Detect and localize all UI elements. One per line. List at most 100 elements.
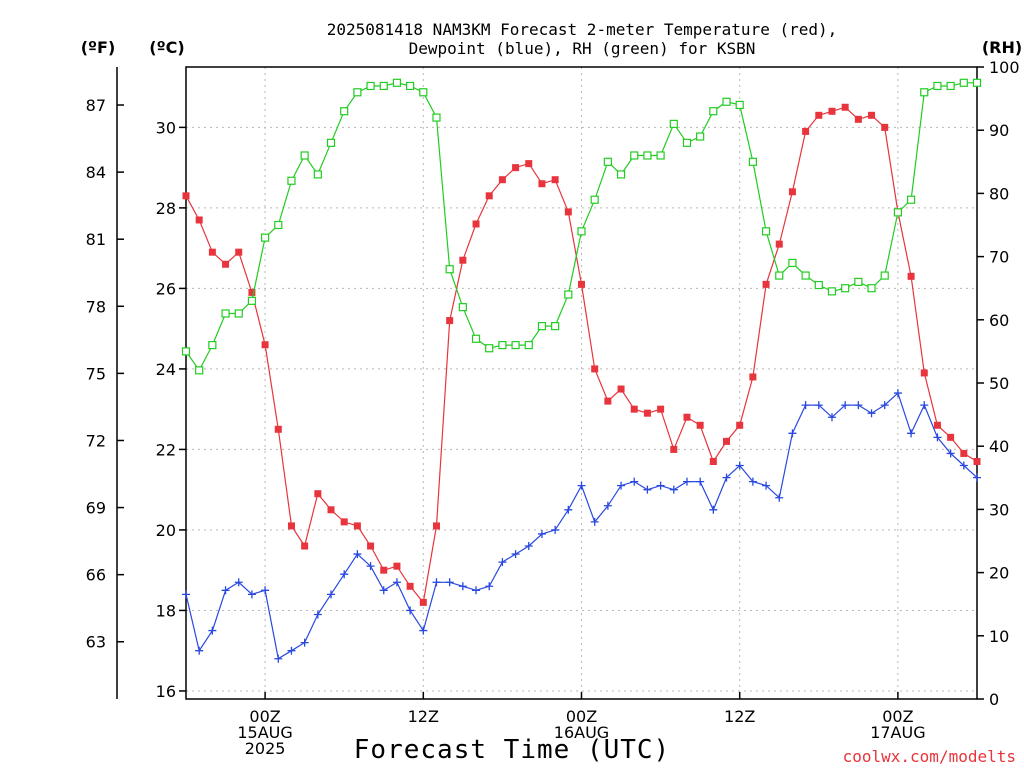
dewpoint-point [617, 481, 626, 490]
temperature-point [551, 176, 559, 184]
dewpoint-point [880, 401, 889, 410]
dewpoint-point [300, 638, 309, 647]
rh-tick-label: 0 [989, 690, 999, 709]
rh-point [392, 78, 402, 87]
rh-point [353, 88, 362, 97]
temperature-point [274, 425, 282, 433]
temperature-point [393, 562, 401, 570]
rh-point [340, 107, 349, 116]
celsius-tick-label: 26 [156, 279, 176, 298]
dewpoint-point [722, 473, 731, 482]
rh-tick-label: 100 [989, 58, 1020, 77]
rh-point [880, 271, 889, 280]
rh-point [867, 284, 876, 293]
x-tick-label: 15AUG [237, 723, 292, 742]
temperature-point [815, 111, 823, 119]
temperature-point [208, 248, 216, 256]
temperature-point [723, 437, 731, 445]
celsius-tick-label: 30 [156, 118, 176, 137]
chart-title-line2: Dewpoint (blue), RH (green) for KSBN [409, 39, 756, 58]
dewpoint-point [735, 461, 744, 470]
temperature-point [419, 598, 427, 606]
temperature-point [538, 180, 546, 188]
dewpoint-point [946, 449, 955, 458]
dewpoint-point [208, 626, 217, 635]
dewpoint-point [419, 626, 428, 635]
rh-point [775, 271, 784, 280]
dewpoint-point [973, 473, 981, 482]
dewpoint-point [801, 401, 810, 410]
temperature-point [881, 123, 889, 131]
temperature-point [630, 405, 638, 413]
rh-point [920, 88, 929, 97]
temperature-point [868, 111, 876, 119]
dewpoint-point [933, 433, 942, 442]
rh-tick-label: 10 [989, 627, 1009, 646]
dewpoint-point [564, 505, 573, 514]
dewpoint-point [551, 525, 560, 534]
rh-unit-label: (RH) [982, 38, 1022, 57]
dewpoint-point [458, 582, 467, 591]
dewpoint-point [656, 481, 665, 490]
dewpoint-point [959, 461, 968, 470]
rh-point [208, 340, 217, 350]
celsius-tick-label: 22 [156, 440, 176, 459]
dewpoint-point [313, 610, 322, 619]
temperature-point [235, 248, 243, 256]
series-dewpoint [182, 389, 981, 663]
temperature-point [973, 457, 981, 465]
rh-point [972, 78, 982, 87]
rh-point [735, 100, 744, 110]
series-layer [181, 78, 982, 663]
dewpoint-point [445, 578, 454, 587]
rh-point [682, 138, 692, 147]
rh-point [300, 151, 309, 160]
dewpoint-point [221, 586, 230, 595]
dewpoint-point [392, 578, 401, 587]
temperature-point [683, 413, 691, 421]
fahrenheit-tick-label: 87 [86, 96, 106, 115]
dewpoint-line [185, 392, 978, 660]
rh-point [458, 303, 467, 312]
rh-tick-label: 30 [989, 500, 1009, 519]
rh-point [590, 195, 599, 204]
rh-point [603, 157, 612, 166]
temperature-point [960, 449, 968, 457]
temperature-point [340, 518, 348, 526]
tick-labels: 16 18 20 22 24 26 28 30 63 66 69 72 75 78 81 84 87 0 10 20 3… [86, 58, 1020, 758]
temperature-point [498, 176, 506, 184]
dewpoint-point [524, 542, 533, 551]
dewpoint-point [775, 493, 784, 502]
temperature-point [657, 405, 665, 413]
dewpoint-point [841, 401, 850, 410]
chart-title: 2025081418 NAM3KM Forecast 2-meter Tempe… [327, 20, 838, 58]
celsius-tick-label: 16 [156, 682, 176, 701]
dewpoint-point [432, 578, 441, 587]
rh-point [643, 151, 652, 160]
temperature-point [802, 127, 810, 135]
dewpoint-point [287, 646, 296, 655]
temperature-point [775, 240, 783, 248]
rh-point [722, 97, 731, 106]
rh-point [906, 195, 916, 204]
rh-point [524, 340, 533, 350]
rh-tick-label: 90 [989, 121, 1009, 140]
dewpoint-point [748, 477, 757, 486]
temperature-point [512, 164, 520, 172]
x-tick-label: 16AUG [554, 723, 609, 742]
rh-point [511, 340, 520, 350]
dewpoint-point [406, 606, 415, 615]
rh-point [827, 287, 837, 296]
rh-point [432, 113, 441, 122]
dewpoint-point [590, 517, 599, 526]
fahrenheit-tick-label: 84 [86, 163, 106, 182]
temperature-point [432, 522, 440, 530]
rh-point [485, 344, 494, 353]
rh-point [379, 81, 388, 91]
temperature-point [472, 220, 480, 228]
temperature-point [643, 409, 651, 417]
dewpoint-point [498, 558, 507, 567]
dewpoint-point [827, 413, 836, 422]
temperature-point [578, 280, 585, 288]
